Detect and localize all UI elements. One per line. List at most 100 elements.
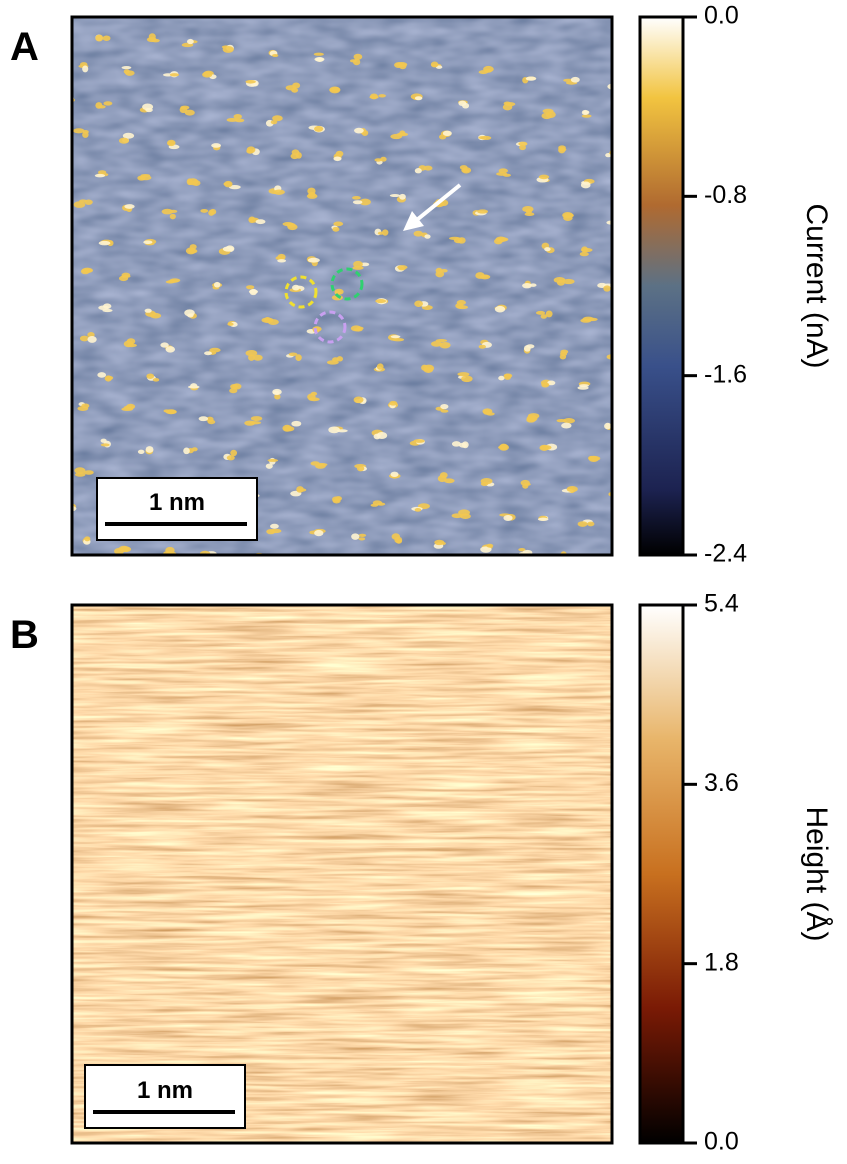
feature <box>95 34 104 42</box>
colorbar-tick-label: -0.8 <box>704 181 747 209</box>
feature <box>588 595 595 598</box>
stm-height-image <box>72 605 612 1143</box>
feature <box>60 438 66 444</box>
feature <box>545 310 553 318</box>
feature <box>625 112 633 115</box>
feature <box>336 429 348 433</box>
feature <box>486 543 494 548</box>
feature <box>211 143 222 148</box>
feature <box>73 201 86 208</box>
feature <box>581 109 589 116</box>
feature <box>503 583 513 589</box>
feature <box>291 420 302 427</box>
feature <box>315 463 326 469</box>
feature <box>79 199 87 203</box>
feature <box>161 208 174 215</box>
feature <box>439 472 448 479</box>
feature <box>627 389 639 396</box>
feature <box>537 517 549 521</box>
colorbar-tick-label: 5.4 <box>704 590 739 618</box>
feature <box>389 400 398 406</box>
feature <box>336 560 345 563</box>
feature <box>503 373 513 378</box>
feature <box>397 265 408 270</box>
feature <box>98 240 111 246</box>
feature <box>453 572 464 578</box>
feature <box>352 58 361 66</box>
feature <box>459 513 471 519</box>
colorbar <box>638 603 685 1145</box>
feature <box>152 377 160 382</box>
feature <box>553 276 566 284</box>
feature <box>423 165 433 171</box>
feature <box>261 317 274 323</box>
feature <box>457 577 465 584</box>
colorbar-tick-label: -1.6 <box>704 360 747 388</box>
feature <box>270 120 278 125</box>
feature <box>413 439 425 443</box>
feature <box>356 465 365 472</box>
feature <box>375 299 387 304</box>
feature <box>562 212 574 219</box>
feature <box>251 556 262 560</box>
feature <box>73 128 85 134</box>
feature <box>505 102 516 107</box>
feature <box>498 168 508 174</box>
feature <box>354 127 364 134</box>
feature <box>287 223 298 231</box>
feature <box>307 257 320 263</box>
feature <box>358 533 367 537</box>
feature <box>359 198 371 206</box>
feature <box>328 426 340 434</box>
feature <box>581 114 592 118</box>
feature <box>541 382 550 388</box>
feature <box>420 570 432 574</box>
marker-circle <box>313 310 347 344</box>
feature <box>389 194 401 198</box>
feature <box>314 125 324 132</box>
feature <box>559 354 567 360</box>
feature <box>504 584 511 591</box>
marker-circle <box>330 267 364 301</box>
feature <box>265 463 273 469</box>
feature <box>377 231 384 235</box>
feature <box>604 422 612 430</box>
colorbar-tick-label: -2.4 <box>704 540 747 568</box>
feature <box>79 335 89 342</box>
feature <box>84 536 91 542</box>
feature <box>577 521 588 527</box>
feature <box>588 455 599 463</box>
feature <box>394 62 403 68</box>
feature <box>602 557 613 561</box>
feature <box>266 528 276 535</box>
feature <box>102 35 111 41</box>
feature <box>292 284 300 291</box>
stm-current-image <box>72 17 612 555</box>
feature <box>626 462 637 466</box>
feature <box>431 341 443 347</box>
feature <box>605 562 615 566</box>
feature <box>187 385 200 389</box>
feature <box>82 65 89 73</box>
feature <box>331 86 340 93</box>
feature <box>267 458 279 462</box>
image-frame <box>70 603 614 1145</box>
feature <box>373 433 381 440</box>
feature <box>628 526 640 533</box>
feature <box>122 132 135 139</box>
feature <box>226 117 238 122</box>
feature <box>228 185 241 190</box>
feature <box>582 316 595 322</box>
feature <box>208 209 215 216</box>
feature <box>614 82 620 87</box>
feature <box>290 561 300 566</box>
feature <box>56 35 67 39</box>
feature <box>375 571 387 578</box>
feature <box>525 208 532 215</box>
feature <box>272 53 279 58</box>
feature <box>277 253 286 261</box>
feature <box>77 406 89 411</box>
feature <box>200 208 209 213</box>
feature <box>541 112 552 120</box>
feature <box>580 181 591 189</box>
